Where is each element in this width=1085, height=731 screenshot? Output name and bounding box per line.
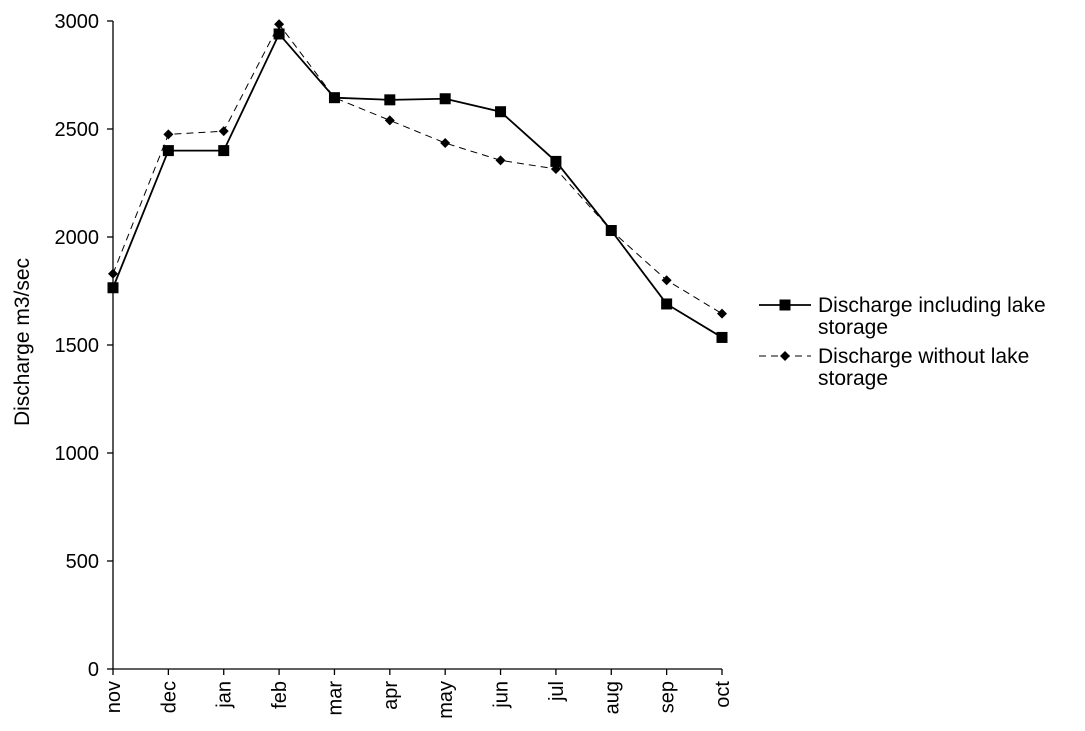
data-point-including-lake <box>273 28 285 40</box>
legend-label-without-lake: Discharge without lake <box>818 345 1029 368</box>
legend-label-including-lake: storage <box>818 316 888 339</box>
data-point-without-lake <box>108 268 118 279</box>
data-point-including-lake <box>384 94 396 106</box>
series-line-including-lake <box>112 32 723 339</box>
plot-series <box>107 19 728 343</box>
x-tick-label: nov <box>103 681 125 713</box>
x-tick-label: jun <box>491 681 513 709</box>
data-point-including-lake <box>439 93 451 105</box>
data-point-without-lake <box>384 115 395 126</box>
data-point-including-lake <box>107 282 119 294</box>
x-axis: nov dec jan feb mar apr may jun jul aug sep oct <box>103 668 734 719</box>
data-point-without-lake <box>274 19 285 30</box>
data-point-without-lake <box>717 308 727 319</box>
y-tick-label: 1500 <box>55 335 100 357</box>
x-tick-label: mar <box>324 681 346 716</box>
x-tick-label: jul <box>546 681 568 702</box>
data-point-including-lake <box>218 145 230 157</box>
x-tick-label: oct <box>712 681 734 708</box>
y-tick-label: 0 <box>88 659 99 681</box>
legend-marker-without-lake <box>780 351 790 361</box>
x-tick-label: feb <box>269 681 291 709</box>
y-tick-label: 1000 <box>55 443 100 465</box>
data-point-without-lake <box>661 275 672 286</box>
x-tick-label: jan <box>214 681 236 709</box>
data-point-without-lake <box>163 129 174 140</box>
y-tick-label: 3000 <box>55 11 100 33</box>
data-point-including-lake <box>328 92 340 104</box>
data-point-including-lake <box>162 145 174 157</box>
legend-label-without-lake: storage <box>818 367 888 390</box>
data-point-without-lake <box>495 155 506 166</box>
y-axis: 0 500 1000 1500 2000 2500 3000 <box>55 11 114 681</box>
x-tick-label: sep <box>657 681 679 713</box>
series-without-lake <box>108 19 727 319</box>
x-tick-label: may <box>435 681 457 719</box>
series-including-lake <box>107 28 728 343</box>
y-tick-label: 2000 <box>55 227 100 249</box>
data-point-without-lake <box>440 138 451 149</box>
legend-label-including-lake: Discharge including lake <box>818 294 1046 317</box>
x-tick-label: apr <box>380 681 402 710</box>
series-line-without-lake <box>112 23 723 315</box>
x-tick-label: dec <box>158 681 180 713</box>
data-point-including-lake <box>661 298 673 310</box>
y-axis-label: Discharge m3/sec <box>11 258 34 426</box>
x-tick-label: aug <box>601 681 623 714</box>
data-point-without-lake <box>218 126 229 137</box>
legend: Discharge including lakestorageDischarge… <box>759 294 1046 390</box>
data-point-including-lake <box>716 331 728 343</box>
data-point-including-lake <box>605 225 617 237</box>
y-tick-label: 500 <box>66 551 99 573</box>
data-point-including-lake <box>550 155 562 167</box>
legend-marker-including-lake <box>779 299 791 311</box>
data-point-including-lake <box>495 106 507 118</box>
y-tick-label: 2500 <box>55 119 100 141</box>
